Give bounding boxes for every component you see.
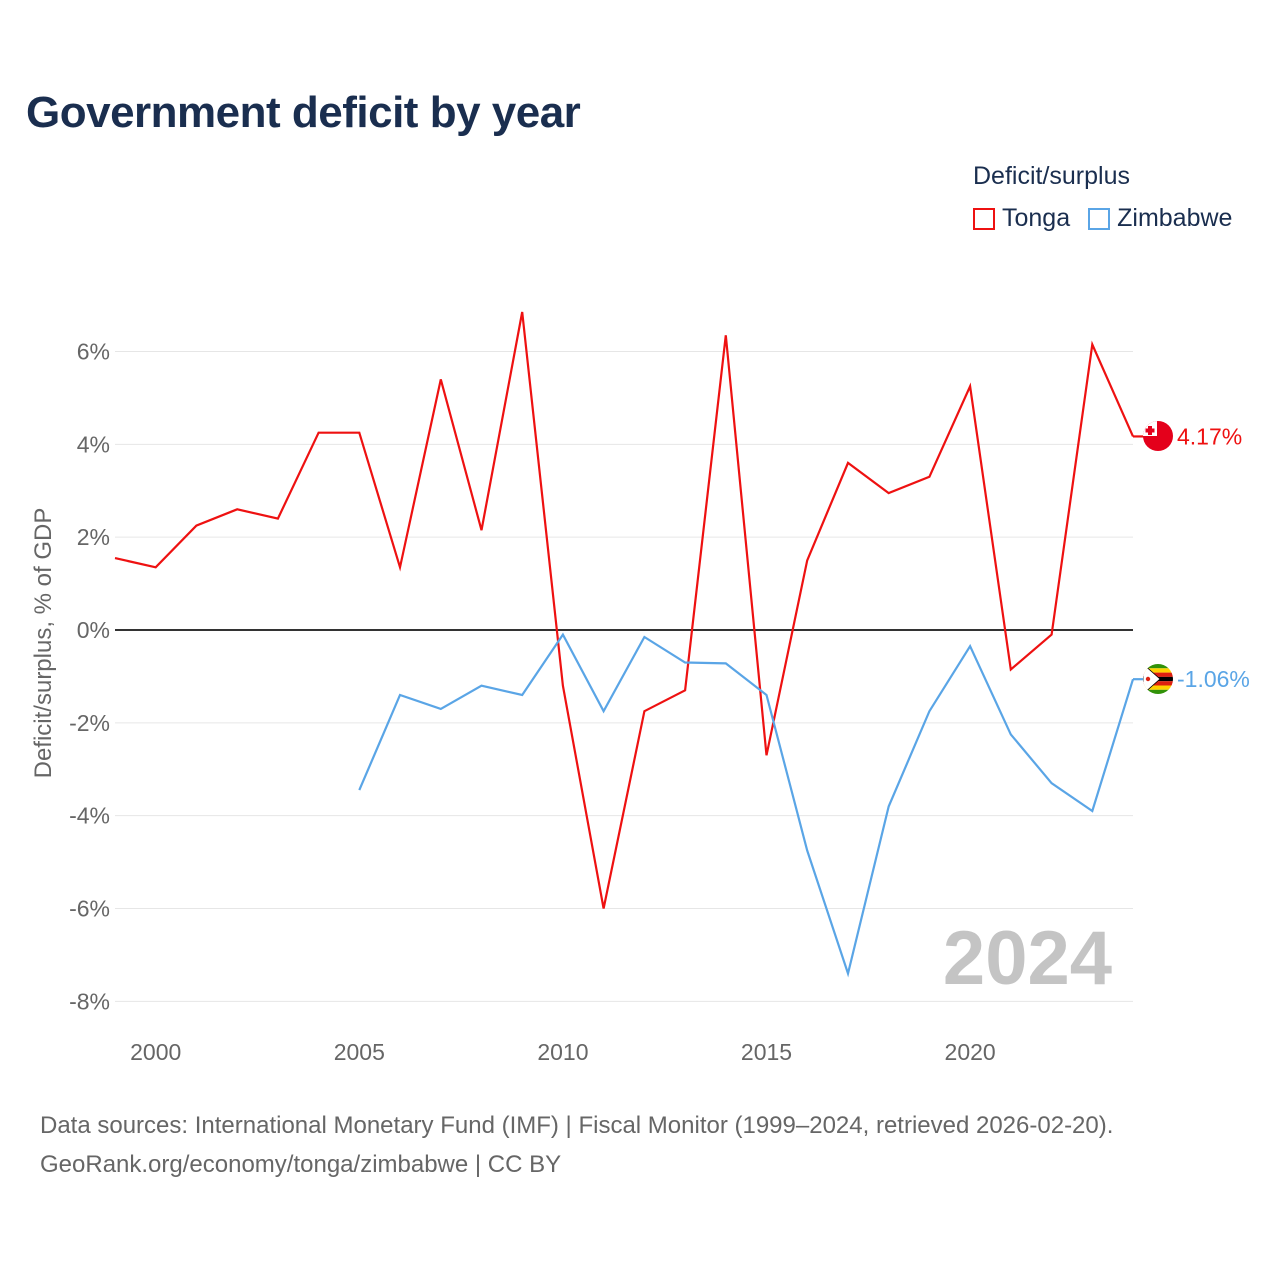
zimbabwe-flag-icon (1143, 664, 1173, 694)
legend-title: Deficit/surplus (973, 162, 1130, 190)
footer-sources: Data sources: International Monetary Fun… (40, 1112, 1114, 1139)
y-tick-label: 0% (77, 617, 110, 643)
y-axis-label: Deficit/surplus, % of GDP (30, 508, 57, 779)
legend: Tonga Zimbabwe (973, 204, 1250, 233)
legend-label-tonga: Tonga (1002, 204, 1071, 232)
y-tick-label: -4% (69, 803, 110, 829)
end-label-zimbabwe: -1.06% (1177, 666, 1250, 692)
legend-swatch-zimbabwe (1088, 207, 1111, 230)
legend-item-zimbabwe[interactable]: Zimbabwe (1088, 204, 1232, 233)
x-tick-label: 2010 (537, 1039, 588, 1065)
x-tick-label: 2005 (334, 1039, 385, 1065)
series-line-zimbabwe[interactable] (358, 632, 1135, 978)
y-tick-label: -8% (69, 988, 110, 1014)
legend-swatch-tonga (973, 207, 995, 230)
x-tick-label: 2015 (741, 1039, 792, 1065)
y-tick-label: 4% (77, 431, 110, 457)
x-tick-label: 2000 (130, 1039, 181, 1065)
y-tick-label: -6% (69, 896, 110, 922)
tonga-flag-icon (1143, 421, 1173, 451)
legend-label-zimbabwe: Zimbabwe (1117, 204, 1233, 232)
x-tick-label: 2020 (945, 1039, 996, 1065)
y-tick-label: 6% (77, 339, 110, 365)
y-tick-label: -2% (69, 710, 110, 736)
footer: Data sources: International Monetary Fun… (40, 1106, 1113, 1184)
year-watermark: 2024 (943, 916, 1112, 1001)
end-label-tonga: 4.17% (1177, 423, 1242, 449)
chart-title: Government deficit by year (26, 88, 581, 137)
series-line-tonga[interactable] (114, 311, 1135, 909)
legend-item-tonga[interactable]: Tonga (973, 204, 1070, 233)
y-tick-label: 2% (77, 524, 110, 550)
footer-credit[interactable]: GeoRank.org/economy/tonga/zimbabwe | CC … (40, 1151, 562, 1178)
